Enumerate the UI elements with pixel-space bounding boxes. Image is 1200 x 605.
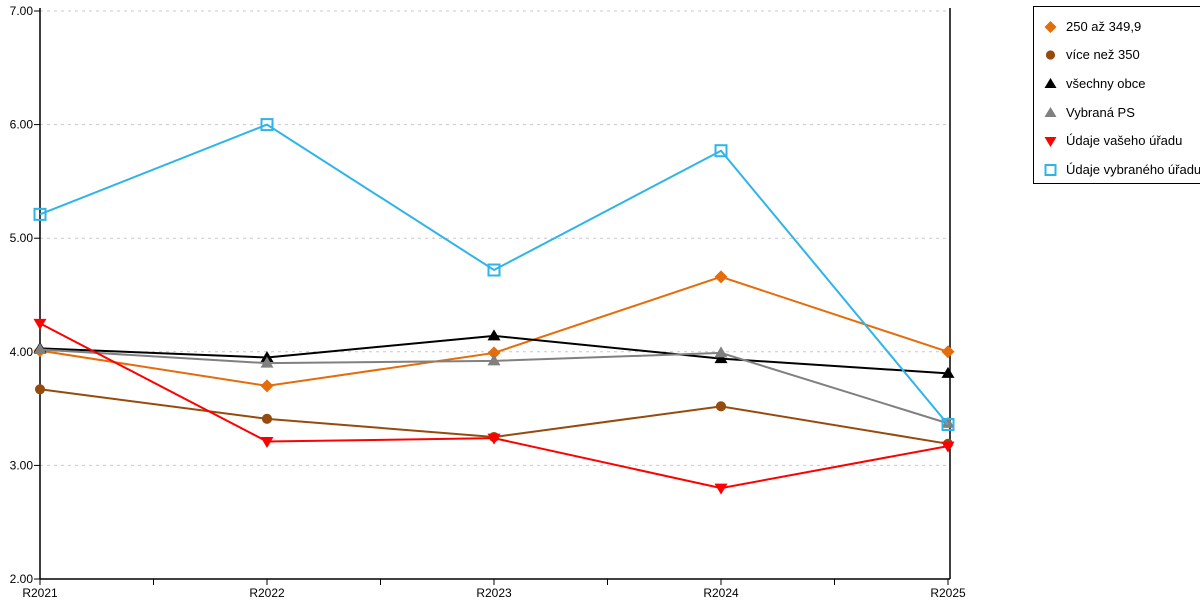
- legend-item: Údaje vybraného úřadu: [1043, 155, 1200, 184]
- triangle-up-icon: [487, 354, 501, 366]
- diamond-icon: [487, 346, 501, 360]
- x-tick-label: R2024: [703, 586, 739, 600]
- x-tick-label: R2022: [249, 586, 285, 600]
- diamond-icon: [260, 379, 274, 393]
- legend-label: více než 350: [1066, 47, 1140, 63]
- diamond-icon: [1044, 20, 1057, 33]
- y-tick-label: 7.00: [10, 4, 34, 18]
- legend-marker: [1045, 50, 1056, 60]
- diamond-icon: [714, 270, 728, 284]
- triangle-up-icon: [260, 350, 274, 362]
- x-tick-label: R2023: [476, 586, 512, 600]
- triangle-down-icon: [714, 483, 728, 495]
- legend-marker: [1044, 77, 1057, 88]
- y-tick-label: 4.00: [10, 345, 34, 359]
- legend: 250 až 349,9 více než 350 všechny obce Vybr…: [1033, 6, 1200, 184]
- legend-label: všechny obce: [1066, 75, 1146, 91]
- circle-icon: [261, 413, 273, 424]
- triangle-up-icon: [714, 352, 728, 364]
- y-tick-label: 6.00: [10, 118, 34, 132]
- triangle-down-icon: [33, 318, 47, 330]
- series-line: [39, 123, 949, 426]
- legend-item: 250 až 349,9: [1043, 12, 1200, 41]
- triangle-up-icon: [941, 366, 955, 378]
- square-open-icon: [941, 418, 955, 432]
- y-tick-label: 3.00: [10, 458, 34, 472]
- circle-icon: [1045, 50, 1056, 60]
- y-tick-label: 2.00: [10, 572, 34, 586]
- x-tick-label: R2025: [930, 586, 966, 600]
- triangle-up-icon: [941, 416, 955, 428]
- square-open-icon: [487, 263, 501, 277]
- triangle-down-icon: [487, 433, 501, 445]
- legend-label: Údaje vašeho úřadu: [1066, 133, 1183, 149]
- circle-icon: [34, 384, 46, 395]
- circle-icon: [715, 401, 727, 412]
- triangle-up-icon: [260, 356, 274, 368]
- legend-label: Vybraná PS: [1066, 104, 1135, 120]
- square-open-icon: [260, 118, 274, 132]
- triangle-up-icon: [1044, 106, 1057, 117]
- legend-marker: [1044, 20, 1057, 33]
- triangle-up-icon: [1044, 77, 1057, 88]
- triangle-up-icon: [714, 346, 728, 358]
- square-open-icon: [33, 207, 47, 221]
- legend-label: Údaje vybraného úřadu: [1066, 161, 1200, 177]
- legend-item: více než 350: [1043, 41, 1200, 70]
- y-tick-label: 5.00: [10, 231, 34, 245]
- triangle-up-icon: [487, 329, 501, 341]
- legend-item: Vybraná PS: [1043, 98, 1200, 127]
- square-open-icon: [714, 144, 728, 158]
- series-4: [33, 318, 955, 495]
- triangle-up-icon: [33, 343, 47, 355]
- series-3: [33, 343, 955, 428]
- x-tick-label: R2021: [22, 586, 58, 600]
- triangle-down-icon: [260, 437, 274, 449]
- legend-marker: [1044, 106, 1057, 117]
- legend-label: 250 až 349,9: [1066, 18, 1142, 34]
- diamond-icon: [941, 345, 955, 359]
- legend-item: všechny obce: [1043, 69, 1200, 98]
- square-open-icon: [1044, 163, 1057, 176]
- legend-item: Údaje vašeho úřadu: [1043, 126, 1200, 155]
- series-5: [33, 118, 955, 432]
- legend-marker: [1044, 137, 1057, 148]
- triangle-down-icon: [941, 441, 955, 453]
- triangle-down-icon: [1044, 137, 1057, 148]
- legend-marker: [1044, 163, 1057, 176]
